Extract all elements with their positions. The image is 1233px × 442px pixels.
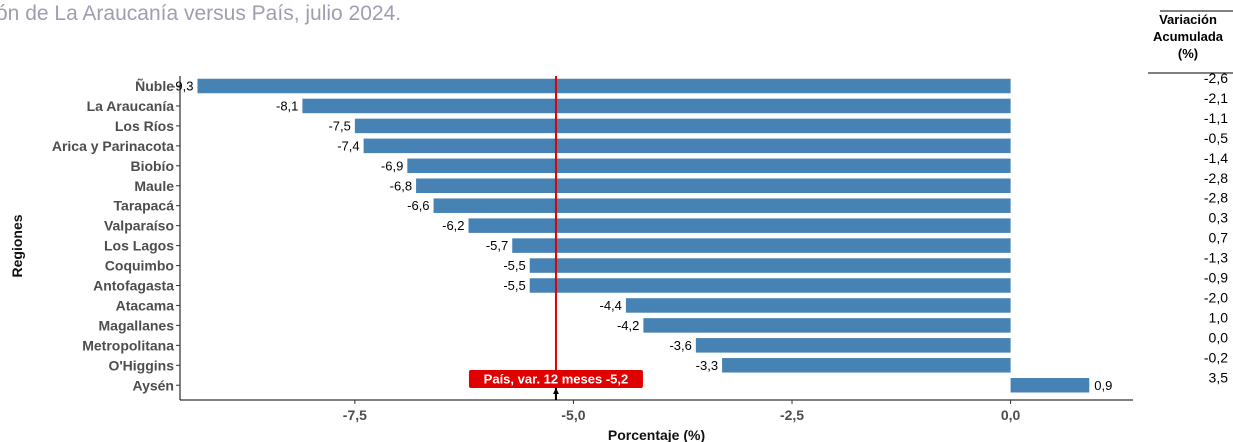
y-tick-label: Antofagasta [93, 278, 174, 294]
reference-arrow-head [552, 388, 559, 394]
y-tick-label: Aysén [132, 377, 174, 393]
chart-subtitle: ón de La Araucanía versus País, julio 20… [0, 2, 402, 25]
y-tick-label: Arica y Parinacota [52, 138, 174, 154]
data-label: -6,6 [407, 198, 429, 213]
y-tick-label: Magallanes [99, 317, 175, 333]
bar [197, 78, 1011, 94]
side-table-header: Variación Acumulada (%) [1148, 10, 1233, 74]
y-tick-label: Biobío [130, 158, 174, 174]
side-table-value: -2,8 [1204, 190, 1228, 206]
bar [416, 178, 1011, 193]
side-table-values: -2,6 -2,1 -1,1 -0,5 -1,4 -2,8 -2,8 0,3 0,7 -1,3 -0… [1204, 70, 1228, 385]
bar [695, 338, 1011, 353]
side-table-header-line: (%) [1178, 46, 1198, 61]
bar [354, 118, 1011, 134]
side-table-value: -1,3 [1204, 250, 1228, 266]
x-tick-label: 0,0 [1001, 407, 1021, 423]
bar [529, 258, 1011, 273]
x-tick-label: -2,5 [780, 407, 804, 423]
bars-group: -9,3 -8,1 -7,5 -7,4 -6,9 -6,8 -6,6 -6,2 -5,7 -5,5… [171, 79, 1112, 393]
side-table-value: -2,0 [1204, 289, 1228, 305]
data-label: -3,6 [669, 338, 691, 353]
x-tick-label: -5,0 [561, 407, 585, 423]
data-label: -3,3 [696, 358, 718, 373]
y-tick-label: Maule [134, 178, 174, 194]
bar [363, 138, 1011, 154]
side-table-value: -1,4 [1204, 150, 1228, 166]
y-tick-label: Los Lagos [104, 238, 174, 254]
bar [302, 98, 1011, 114]
bar [468, 218, 1011, 233]
side-table-value: 0,3 [1209, 210, 1229, 226]
y-axis-title: Regiones [9, 214, 25, 277]
side-table-value: 3,5 [1209, 369, 1229, 385]
side-table-value: -2,1 [1204, 90, 1228, 106]
side-table-value: -0,2 [1204, 349, 1228, 365]
x-axis-title: Porcentaje (%) [608, 427, 705, 442]
data-label: -6,2 [442, 218, 464, 233]
x-tick-label: -7,5 [343, 407, 367, 423]
bar [625, 298, 1011, 313]
bar [722, 358, 1011, 373]
side-table-value: -0,5 [1204, 130, 1228, 146]
side-table-value: 0,0 [1209, 329, 1229, 345]
data-label: -6,8 [390, 178, 412, 193]
side-table-value: 1,0 [1209, 309, 1229, 325]
data-label: -5,5 [503, 278, 525, 293]
data-label: -6,9 [381, 158, 403, 173]
side-table-value: -0,9 [1204, 270, 1228, 286]
data-label: -7,4 [337, 138, 359, 153]
bar [433, 198, 1011, 213]
data-label: -8,1 [276, 98, 298, 113]
side-table-value: -2,6 [1204, 70, 1228, 86]
data-label: -4,4 [599, 298, 621, 313]
y-tick-label: Atacama [116, 297, 175, 313]
reference-group: País, var. 12 meses -5,2 [468, 76, 643, 400]
bar [1010, 378, 1090, 393]
data-label: -7,5 [328, 118, 350, 133]
y-tick-label: Coquimbo [105, 258, 174, 274]
bar [407, 158, 1011, 174]
side-table-value: -1,1 [1204, 110, 1228, 126]
data-label: -9,3 [171, 79, 193, 94]
y-tick-label: O'Higgins [108, 357, 174, 373]
bar [643, 318, 1011, 333]
axes-group: Ñuble La Araucanía Los Ríos Arica y Parinac… [9, 76, 1133, 442]
y-tick-label: Tarapacá [114, 198, 175, 214]
y-tick-label: La Araucanía [87, 98, 175, 114]
side-table-value: 0,7 [1209, 230, 1229, 246]
side-table-header-line: Variación [1159, 12, 1217, 27]
y-tick-label: Metropolitana [82, 337, 174, 353]
data-label: -5,7 [486, 238, 508, 253]
data-label: 0,9 [1094, 378, 1112, 393]
side-table-value: -2,8 [1204, 170, 1228, 186]
y-tick-label: Ñuble [135, 77, 174, 94]
y-tick-label: Los Ríos [115, 118, 174, 134]
data-label: -5,5 [503, 258, 525, 273]
data-label: -4,2 [617, 318, 639, 333]
reference-label: País, var. 12 meses -5,2 [484, 372, 629, 387]
y-tick-label: Valparaíso [104, 218, 174, 234]
bar [512, 238, 1011, 253]
reference-label-box [468, 370, 643, 388]
bar [529, 278, 1011, 293]
side-table-header-line: Acumulada [1153, 29, 1224, 44]
